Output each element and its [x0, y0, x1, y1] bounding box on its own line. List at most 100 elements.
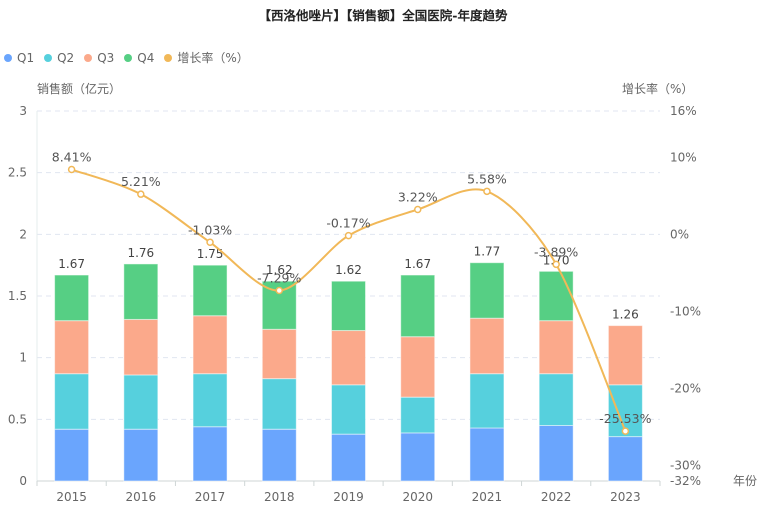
growth-rate-point [275, 286, 284, 295]
growth-rate-label: 5.58% [467, 171, 507, 186]
legend: Q1 Q2 Q3 Q4 增长率（%） [4, 49, 249, 66]
y2-tick-label: -10% [670, 304, 701, 318]
bar-segment-q4 [54, 274, 90, 322]
bar-segment-q3 [331, 330, 366, 386]
bar-segment-q4 [400, 274, 436, 338]
growth-rate-point [552, 260, 560, 269]
bar-segment-q4 [123, 263, 159, 320]
bar-segment-q1 [331, 433, 366, 482]
y-tick-label: 2.5 [8, 166, 27, 180]
bar-segment-q2 [538, 373, 574, 427]
legend-marker-icon [84, 53, 93, 62]
y2-tick-label: -32% [670, 474, 701, 488]
y-tick-label: 1.5 [8, 289, 27, 303]
bar-segment-q3 [607, 325, 643, 386]
bar-total-label: 1.26 [612, 308, 639, 322]
bar-total-label: 1.67 [58, 257, 85, 271]
bar-segment-q3 [123, 318, 159, 376]
y-tick-label: 2 [19, 227, 27, 241]
legend-label: 增长率（%） [177, 51, 249, 65]
bar-segment-q1 [261, 428, 297, 482]
y-axis-label: 销售额（亿元） [37, 82, 122, 96]
bar-segment-q3 [54, 320, 90, 375]
legend-marker-icon [124, 53, 133, 62]
legend-item[interactable]: 增长率（%） [164, 49, 249, 66]
y-tick-label: 3 [19, 104, 27, 118]
growth-rate-point [344, 231, 353, 240]
legend-item[interactable]: Q2 [44, 49, 74, 66]
growth-rate-label: 5.21% [121, 174, 161, 189]
bar-total-label: 1.62 [335, 263, 362, 277]
bar-segment-q4 [192, 264, 228, 317]
legend-marker-icon [164, 53, 173, 62]
legend-item[interactable]: Q4 [124, 49, 154, 66]
growth-rate-point [206, 238, 214, 247]
x-axis-label: 年份 [733, 474, 757, 488]
y2-axis-label: 增长率（%） [622, 82, 694, 96]
legend-marker-icon [44, 53, 53, 62]
bar-segment-q1 [400, 432, 436, 482]
bar-segment-q4 [469, 262, 505, 319]
bar-segment-q1 [607, 436, 643, 482]
bar-segment-q2 [261, 378, 297, 430]
legend-label: Q4 [137, 50, 155, 65]
growth-rate-point [137, 190, 145, 198]
bar-segment-q3 [538, 320, 574, 375]
bar-segment-q3 [400, 336, 436, 398]
chart-title: 【西洛他唑片】【销售额】全国医院-年度趋势 [258, 8, 508, 23]
x-tick-label: 2020 [402, 490, 433, 504]
bar-segment-q2 [400, 396, 436, 434]
y2-tick-label: 16% [670, 104, 697, 118]
legend-label: Q3 [97, 50, 115, 65]
bar-segment-q1 [469, 427, 505, 482]
x-tick-label: 2023 [610, 490, 641, 504]
bar-segment-q2 [192, 373, 228, 428]
growth-rate-label: -25.53% [599, 411, 651, 426]
y-tick-label: 1 [19, 351, 27, 365]
x-tick-label: 2016 [126, 490, 157, 504]
legend-item[interactable]: Q1 [4, 49, 34, 66]
bar-total-label: 1.62 [266, 263, 293, 277]
bar-segment-q1 [192, 426, 228, 482]
y2-tick-label: 10% [670, 150, 697, 164]
growth-rate-point [483, 187, 491, 196]
growth-rate-label: -1.03% [188, 222, 232, 237]
bar-segment-q2 [123, 374, 159, 430]
legend-label: Q1 [17, 50, 35, 65]
bar-total-label: 1.76 [127, 246, 154, 260]
growth-rate-label: 8.41% [52, 150, 92, 165]
y-tick-label: 0 [19, 474, 27, 488]
legend-label: Q2 [57, 50, 75, 65]
bar-total-label: 1.70 [543, 253, 570, 267]
growth-rate-point [413, 205, 422, 214]
bar-segment-q1 [538, 425, 574, 482]
y-tick-label: 0.5 [8, 412, 27, 426]
x-tick-label: 2018 [264, 490, 295, 504]
bar-segment-q4 [261, 280, 297, 330]
legend-marker-icon [4, 53, 12, 62]
bar-segment-q3 [261, 328, 297, 380]
y2-tick-label: 0% [670, 227, 689, 241]
x-tick-label: 2021 [472, 490, 503, 504]
growth-rate-point [67, 165, 76, 174]
growth-rate-label: -3.89% [534, 244, 578, 259]
y2-tick-label: -30% [670, 459, 701, 473]
growth-rate-label: -0.17% [326, 216, 370, 231]
bar-segment-q1 [54, 428, 90, 482]
bar-segment-q3 [192, 315, 228, 375]
bar-total-label: 1.77 [474, 245, 501, 259]
bar-segment-q3 [469, 317, 505, 375]
legend-item[interactable]: Q3 [84, 49, 114, 66]
bar-segment-q4 [331, 280, 366, 332]
growth-rate-point [621, 427, 630, 435]
bar-segment-q2 [54, 373, 90, 430]
growth-rate-label: 3.22% [398, 190, 438, 205]
x-tick-label: 2017 [195, 490, 226, 504]
bar-segment-q1 [123, 428, 159, 482]
bar-segment-q2 [331, 384, 366, 435]
x-tick-label: 2015 [56, 490, 87, 504]
y2-tick-label: -20% [670, 382, 701, 396]
x-tick-label: 2019 [333, 490, 364, 504]
bar-segment-q4 [538, 270, 574, 322]
